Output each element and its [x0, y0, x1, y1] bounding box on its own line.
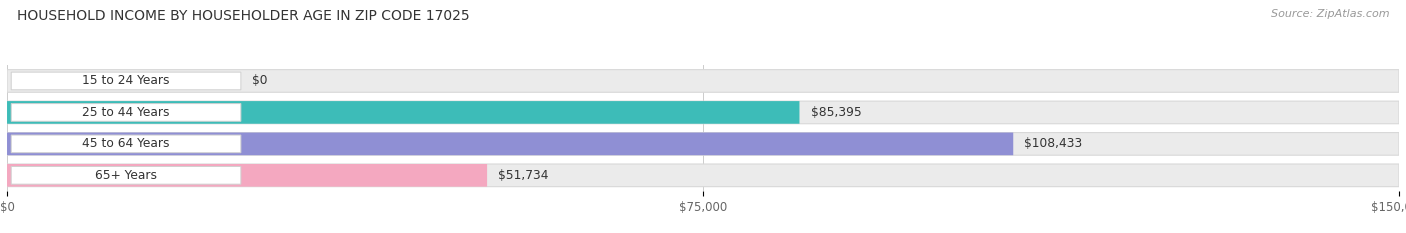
- FancyBboxPatch shape: [11, 167, 240, 184]
- FancyBboxPatch shape: [11, 135, 240, 153]
- FancyBboxPatch shape: [7, 164, 486, 187]
- Text: $0: $0: [252, 75, 267, 87]
- Text: 65+ Years: 65+ Years: [96, 169, 157, 182]
- FancyBboxPatch shape: [7, 133, 1399, 155]
- Text: $108,433: $108,433: [1025, 137, 1083, 150]
- Text: 15 to 24 Years: 15 to 24 Years: [83, 75, 170, 87]
- Text: $51,734: $51,734: [498, 169, 548, 182]
- FancyBboxPatch shape: [7, 70, 1399, 92]
- FancyBboxPatch shape: [11, 72, 240, 90]
- Text: 45 to 64 Years: 45 to 64 Years: [83, 137, 170, 150]
- FancyBboxPatch shape: [11, 104, 240, 121]
- FancyBboxPatch shape: [7, 101, 1399, 124]
- Text: Source: ZipAtlas.com: Source: ZipAtlas.com: [1271, 9, 1389, 19]
- Text: HOUSEHOLD INCOME BY HOUSEHOLDER AGE IN ZIP CODE 17025: HOUSEHOLD INCOME BY HOUSEHOLDER AGE IN Z…: [17, 9, 470, 23]
- Text: 25 to 44 Years: 25 to 44 Years: [83, 106, 170, 119]
- FancyBboxPatch shape: [7, 101, 800, 124]
- FancyBboxPatch shape: [7, 164, 1399, 187]
- FancyBboxPatch shape: [7, 133, 1014, 155]
- Text: $85,395: $85,395: [811, 106, 862, 119]
